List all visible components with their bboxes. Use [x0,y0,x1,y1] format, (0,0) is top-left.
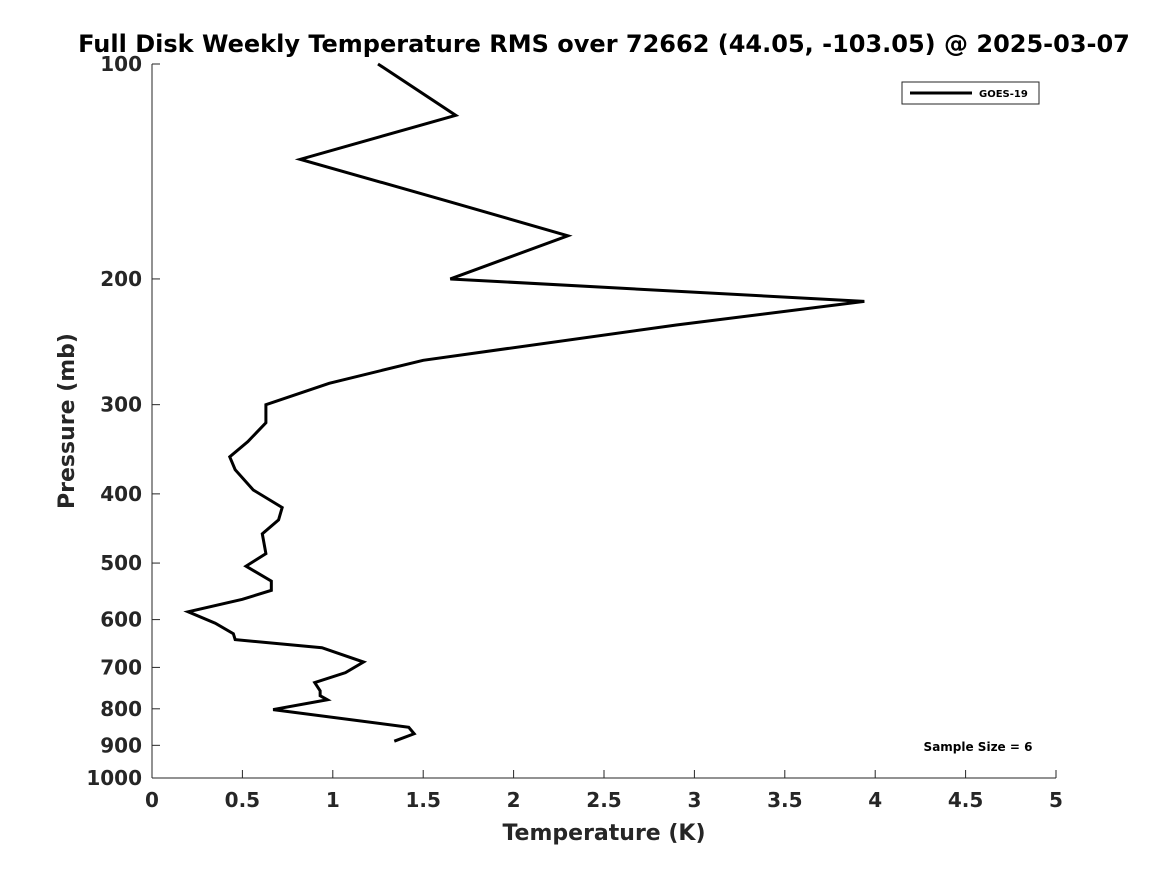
y-tick-label: 200 [100,267,142,291]
x-tick-label: 1.5 [405,788,440,812]
sample-size-annotation: Sample Size = 6 [924,740,1033,754]
plot-area [152,64,1056,778]
x-tick-label: 3.5 [767,788,802,812]
series-line-goes-19 [183,62,865,743]
x-tick-label: 1 [326,788,340,812]
x-tick-label: 4 [868,788,882,812]
x-tick-label: 0.5 [225,788,260,812]
chart-title: Full Disk Weekly Temperature RMS over 72… [78,30,1130,58]
y-tick-label: 100 [100,52,142,76]
x-tick-label: 3 [687,788,701,812]
y-axis-label: Pressure (mb) [55,333,80,509]
x-tick-label: 0 [145,788,159,812]
y-tick-label: 500 [100,551,142,575]
y-tick-label: 700 [100,655,142,679]
x-tick-label: 2.5 [586,788,621,812]
y-tick-label: 600 [100,608,142,632]
y-tick-label: 300 [100,393,142,417]
y-tick-label: 800 [100,697,142,721]
x-axis-label: Temperature (K) [502,821,705,846]
y-tick-label: 400 [100,482,142,506]
legend: GOES-19 [901,81,1040,105]
y-axis-ticks: 100 200 300 400 500 600 700 800 900 1000 [86,52,160,790]
legend-label-goes-19: GOES-19 [979,89,1028,100]
x-tick-label: 4.5 [948,788,983,812]
x-tick-label: 5 [1049,788,1063,812]
series-group [183,62,865,743]
y-tick-label: 900 [100,733,142,757]
x-axis-ticks: 0 0.5 1 1.5 2 2.5 3 3.5 4 4.5 5 [145,770,1063,812]
y-tick-label: 1000 [86,766,142,790]
x-tick-label: 2 [507,788,521,812]
